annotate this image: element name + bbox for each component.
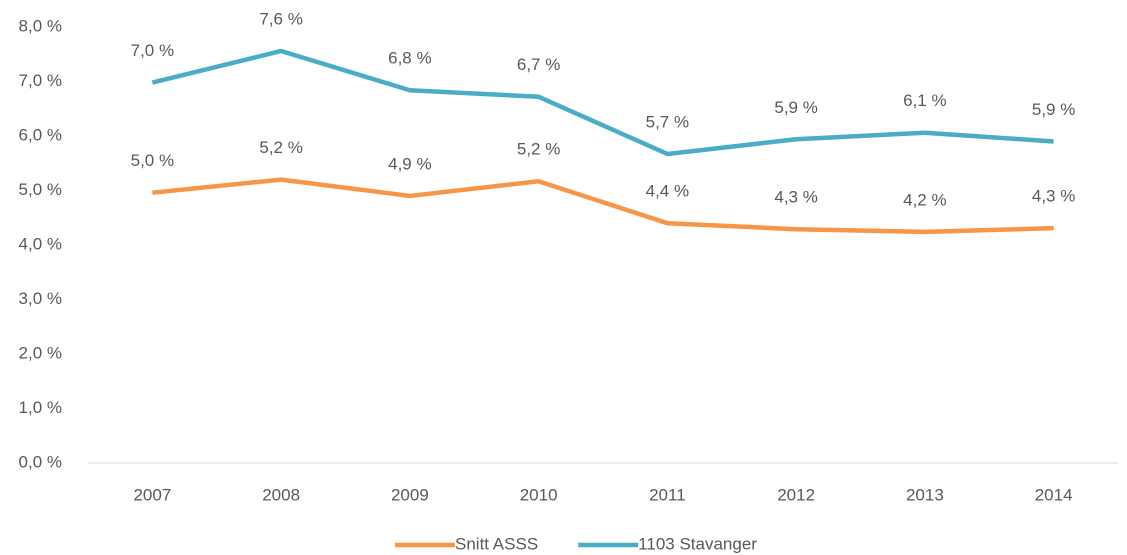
- x-tick-label: 2014: [1035, 485, 1073, 504]
- data-label: 5,9 %: [774, 98, 817, 117]
- data-label: 6,7 %: [517, 55, 560, 74]
- data-label: 5,2 %: [259, 138, 302, 157]
- data-label: 5,9 %: [1032, 100, 1075, 119]
- data-label: 4,4 %: [646, 182, 689, 201]
- x-tick-label: 2011: [649, 485, 686, 504]
- data-label: 7,6 %: [259, 9, 302, 28]
- y-tick-label: 8,0 %: [19, 16, 62, 35]
- legend-label: Snitt ASSS: [455, 534, 538, 553]
- x-tick-label: 2012: [777, 485, 815, 504]
- data-label: 6,1 %: [903, 91, 946, 110]
- data-label: 5,0 %: [131, 151, 174, 170]
- y-tick-label: 6,0 %: [19, 125, 62, 144]
- data-label: 4,3 %: [774, 188, 817, 207]
- data-label: 4,2 %: [903, 190, 946, 209]
- data-label: 5,7 %: [646, 112, 689, 131]
- legend-label: 1103 Stavanger: [638, 534, 757, 553]
- data-label: 7,0 %: [131, 41, 174, 60]
- x-tick-label: 2010: [520, 485, 558, 504]
- data-label: 6,8 %: [388, 49, 431, 68]
- series-line: [152, 177, 1054, 235]
- y-tick-label: 4,0 %: [19, 234, 62, 253]
- x-tick-label: 2009: [391, 485, 429, 504]
- y-tick-label: 5,0 %: [19, 180, 62, 199]
- y-tick-label: 2,0 %: [19, 343, 62, 362]
- y-tick-label: 0,0 %: [19, 452, 62, 471]
- data-label: 4,3 %: [1032, 187, 1075, 206]
- x-tick-label: 2013: [906, 485, 944, 504]
- y-tick-label: 1,0 %: [19, 398, 62, 417]
- x-tick-label: 2007: [133, 485, 171, 504]
- data-label: 5,2 %: [517, 140, 560, 159]
- y-tick-label: 3,0 %: [19, 289, 62, 308]
- data-label: 4,9 %: [388, 154, 431, 173]
- y-tick-label: 7,0 %: [19, 71, 62, 90]
- x-tick-label: 2008: [262, 485, 300, 504]
- series-line: [151, 48, 1054, 157]
